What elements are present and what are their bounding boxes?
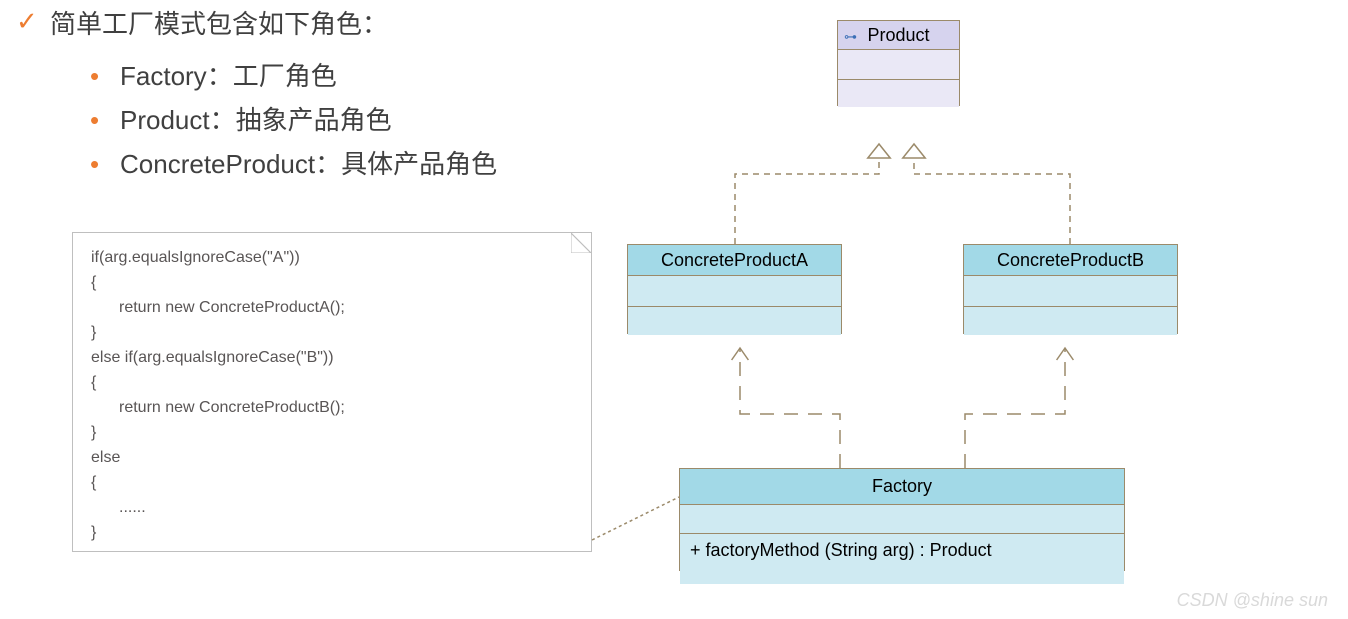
- bullet-dot-icon: •: [90, 142, 120, 186]
- interface-marker-icon: ⊶: [844, 23, 857, 51]
- uml-class-title: ConcreteProductB: [964, 245, 1177, 276]
- bullet-term: Factory：工厂角色: [120, 54, 337, 98]
- watermark: CSDN @shine sun: [1177, 590, 1328, 611]
- note-fold-icon: [571, 233, 591, 253]
- uml-class-concrete-b: ConcreteProductB: [963, 244, 1178, 334]
- bullet-dot-icon: •: [90, 54, 120, 98]
- bullet-list: • Factory：工厂角色 • Product：抽象产品角色 • Concre…: [90, 54, 497, 186]
- uml-class-attrs: [628, 276, 841, 307]
- bullet-item: • Factory：工厂角色: [90, 54, 497, 98]
- check-icon: ✓: [16, 6, 38, 37]
- bullet-term: ConcreteProduct：具体产品角色: [120, 142, 497, 186]
- uml-class-title: ⊶ Product: [838, 21, 959, 50]
- heading: 简单工厂模式包含如下角色：: [50, 4, 388, 41]
- bullet-dot-icon: •: [90, 98, 120, 142]
- uml-class-attrs: [680, 505, 1124, 534]
- uml-class-title: Factory: [680, 469, 1124, 505]
- uml-class-concrete-a: ConcreteProductA: [627, 244, 842, 334]
- uml-class-title: ConcreteProductA: [628, 245, 841, 276]
- bullet-item: • ConcreteProduct：具体产品角色: [90, 142, 497, 186]
- uml-class-ops: [838, 80, 959, 107]
- uml-class-ops: [628, 307, 841, 335]
- code-note: if(arg.equalsIgnoreCase("A")){return new…: [72, 232, 592, 552]
- uml-class-attrs: [964, 276, 1177, 307]
- uml-class-ops: [964, 307, 1177, 335]
- uml-class-attrs: [838, 50, 959, 80]
- uml-class-ops: + factoryMethod (String arg) : Product: [680, 534, 1124, 584]
- bullet-term: Product：抽象产品角色: [120, 98, 392, 142]
- uml-class-product: ⊶ Product: [837, 20, 960, 106]
- bullet-item: • Product：抽象产品角色: [90, 98, 497, 142]
- uml-class-factory: Factory + factoryMethod (String arg) : P…: [679, 468, 1125, 571]
